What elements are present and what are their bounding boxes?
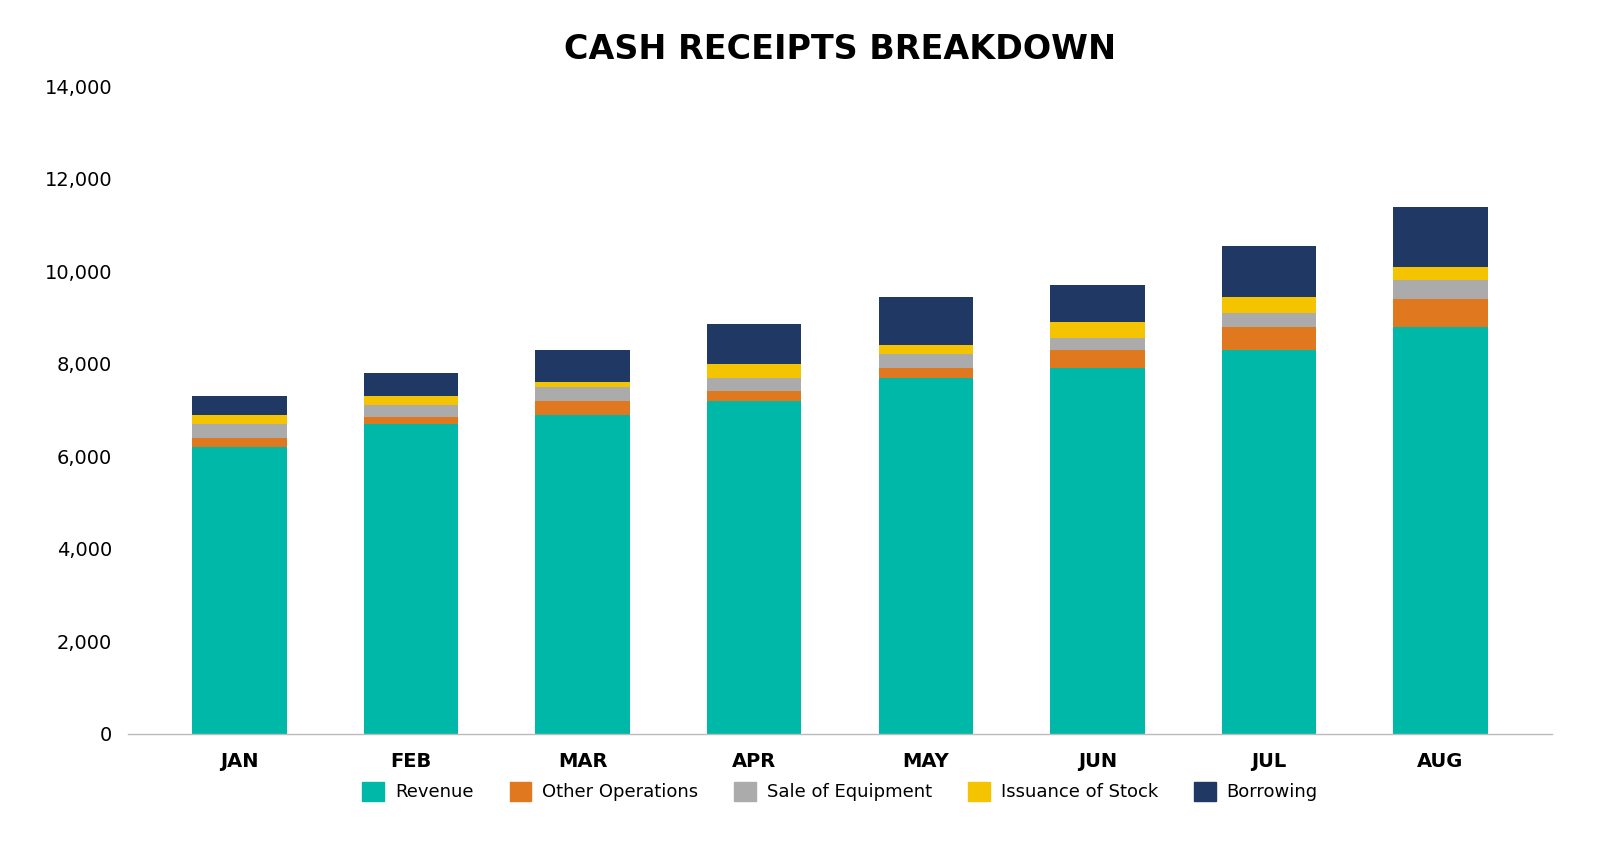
Bar [1394,280,1488,299]
Bar [1222,350,1317,734]
Bar [1050,322,1144,338]
Bar [536,400,630,414]
Bar [878,378,973,734]
Bar [363,424,458,734]
Bar [1394,299,1488,327]
Title: CASH RECEIPTS BREAKDOWN: CASH RECEIPTS BREAKDOWN [563,33,1117,66]
Bar [707,392,802,400]
Bar [363,373,458,396]
Bar [536,350,630,382]
Bar [1050,369,1144,734]
Bar [878,297,973,345]
Bar [536,414,630,734]
Bar [192,424,286,438]
Bar [1050,350,1144,369]
Bar [1394,206,1488,267]
Bar [192,414,286,424]
Bar [1394,327,1488,734]
Bar [1050,285,1144,322]
Bar [1050,338,1144,350]
Bar [878,355,973,369]
Bar [363,406,458,417]
Bar [536,387,630,400]
Bar [1394,267,1488,280]
Bar [707,377,802,392]
Bar [707,324,802,363]
Bar [363,417,458,424]
Legend: Revenue, Other Operations, Sale of Equipment, Issuance of Stock, Borrowing: Revenue, Other Operations, Sale of Equip… [355,775,1325,809]
Bar [192,447,286,734]
Bar [878,345,973,355]
Bar [1222,246,1317,297]
Bar [1222,313,1317,327]
Bar [707,363,802,378]
Bar [192,438,286,447]
Bar [878,369,973,378]
Bar [1222,297,1317,312]
Bar [1222,327,1317,350]
Bar [707,400,802,734]
Bar [363,396,458,406]
Bar [536,382,630,387]
Bar [192,396,286,414]
